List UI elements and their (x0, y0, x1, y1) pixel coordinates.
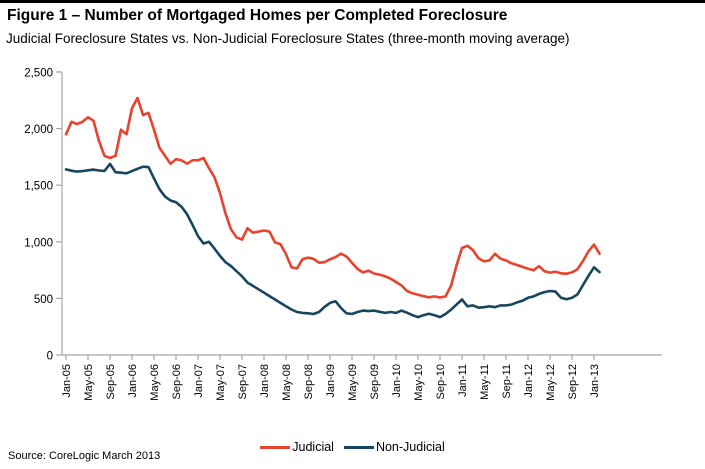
x-tick-label: May-06 (149, 364, 161, 401)
y-tick-label: 2,000 (24, 124, 53, 136)
source-note: Source: CoreLogic March 2013 (8, 450, 161, 462)
x-tick-label: Jan-08 (259, 364, 271, 398)
x-tick-label: Jan-07 (193, 364, 205, 398)
legend: Judicial Non-Judicial (0, 440, 705, 454)
x-tick-label: Jan-13 (589, 364, 601, 398)
y-tick-label: 1,000 (24, 237, 53, 249)
x-tick-label: Sep-08 (303, 364, 315, 399)
x-tick-label: May-07 (215, 364, 227, 401)
legend-item-judicial: Judicial (260, 440, 334, 454)
line-chart: 0 500 1,000 1,500 2,000 2,500 Jan-05 May-05 Sep-… (24, 68, 662, 401)
x-tick-label: May-12 (545, 364, 557, 401)
judicial-line-swatch (260, 445, 291, 449)
x-tick-label: Sep-12 (567, 364, 579, 399)
x-tick-label: Sep-10 (435, 364, 447, 399)
x-tick-label: May-08 (281, 364, 293, 401)
legend-label-judicial: Judicial (292, 440, 334, 454)
non-judicial-line-swatch (343, 445, 374, 449)
x-tick-label: Jan-10 (391, 364, 403, 398)
y-tick-label: 2,500 (24, 68, 53, 80)
chart-title: Figure 1 – Number of Mortgaged Homes per… (7, 7, 508, 24)
x-tick-label: Sep-09 (369, 364, 381, 399)
x-tick-label: May-10 (413, 364, 425, 401)
y-tick-label: 500 (34, 294, 53, 306)
x-tick-label: Jan-11 (457, 364, 469, 397)
x-tick-label: Sep-11 (501, 364, 513, 399)
top-border-rule (0, 0, 705, 3)
x-tick-label: Jan-05 (61, 364, 73, 398)
judicial-line (64, 96, 601, 299)
x-tick-label: Jan-09 (325, 364, 337, 398)
x-tick-label: Sep-06 (171, 364, 183, 399)
y-tick-label: 1,500 (24, 181, 53, 193)
non-judicial-line (64, 162, 601, 319)
x-tick-label: Sep-07 (237, 364, 249, 399)
x-tick-label: May-09 (347, 364, 359, 401)
x-tick-label: Jan-06 (127, 364, 139, 398)
chart-subtitle: Judicial Foreclosure States vs. Non-Judi… (6, 31, 570, 46)
legend-item-non-judicial: Non-Judicial (343, 440, 445, 454)
x-tick-label: May-11 (479, 364, 491, 400)
x-tick-label: Sep-05 (105, 364, 117, 399)
legend-label-non-judicial: Non-Judicial (375, 440, 445, 454)
y-tick-label: 0 (47, 351, 53, 363)
x-tick-label: Jan-12 (523, 364, 535, 398)
x-tick-label: May-05 (83, 364, 95, 401)
